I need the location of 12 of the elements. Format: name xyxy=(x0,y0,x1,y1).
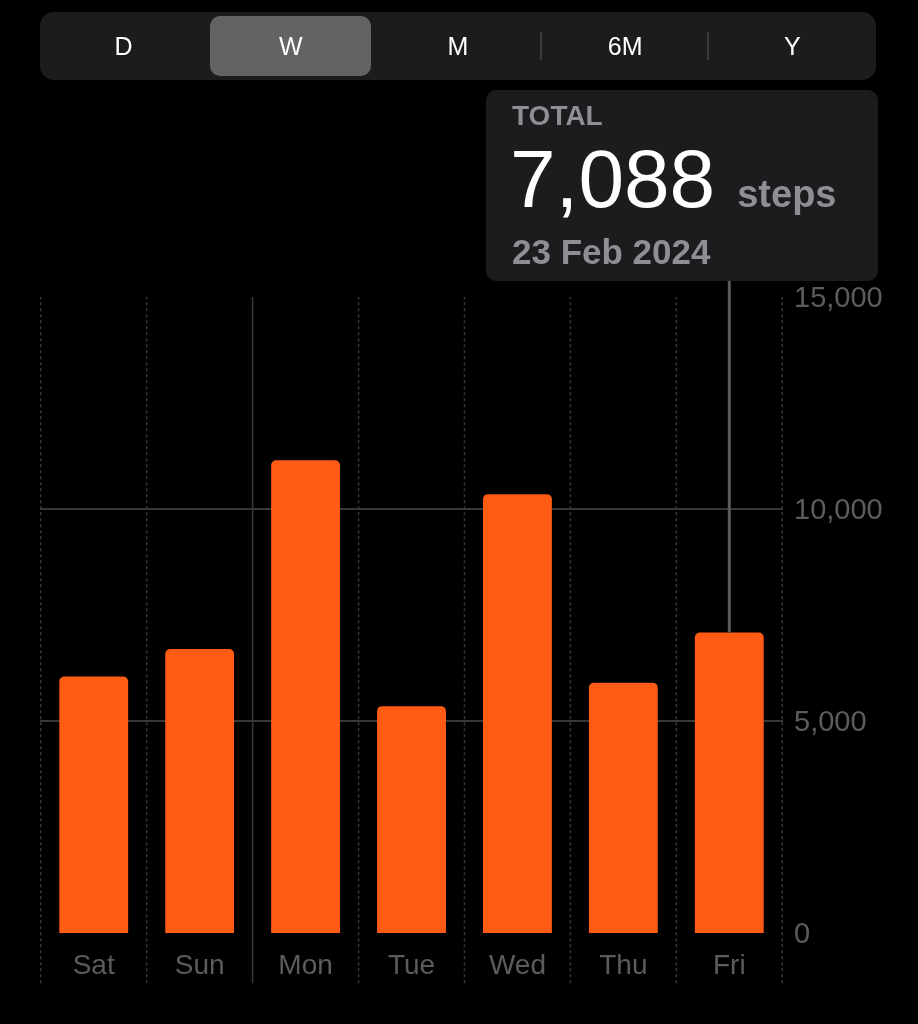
x-tick-label: Sat xyxy=(72,949,115,980)
segmented-control: D W M 6M Y xyxy=(40,12,876,80)
y-tick-label: 10,000 xyxy=(794,493,883,526)
x-tick-label: Thu xyxy=(599,949,648,980)
x-tick-label: Fri xyxy=(712,949,746,980)
x-tick-label: Mon xyxy=(278,949,333,980)
y-tick-label: 5,000 xyxy=(794,705,867,738)
x-tick-label: Sun xyxy=(174,949,225,980)
x-tick-label: Tue xyxy=(387,949,436,980)
y-tick-label: 15,000 xyxy=(794,281,883,314)
y-tick-label: 0 xyxy=(794,917,811,950)
x-tick-label: Wed xyxy=(488,949,546,980)
